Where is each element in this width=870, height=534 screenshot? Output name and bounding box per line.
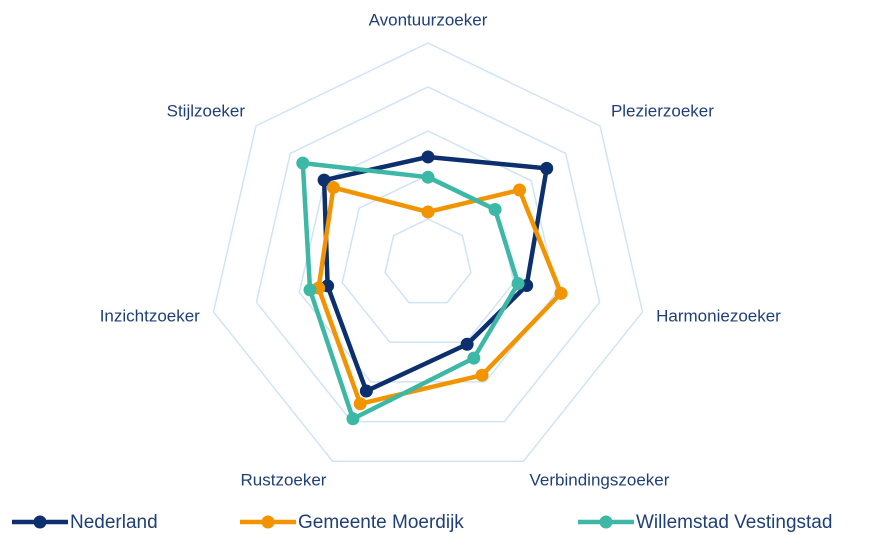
legend-label: Nederland <box>70 512 158 533</box>
axis-label: Verbindingszoeker <box>530 471 670 490</box>
data-point <box>554 286 568 300</box>
grid-ring <box>384 218 472 304</box>
axis-label: Rustzoeker <box>240 471 326 490</box>
grid-ring <box>255 86 601 423</box>
legend-marker <box>261 515 275 529</box>
data-point <box>513 183 527 197</box>
data-point <box>511 277 525 291</box>
data-point <box>475 368 489 382</box>
legend-label: Willemstad Vestingstad <box>636 512 832 533</box>
data-point <box>303 283 317 297</box>
series-line <box>300 160 521 422</box>
axis-label: Harmoniezoeker <box>656 306 781 325</box>
data-point <box>326 181 340 195</box>
series-line <box>316 185 564 406</box>
data-point <box>296 156 310 170</box>
series-line <box>321 154 549 394</box>
data-point <box>421 205 435 219</box>
axis-label: Stijlzoeker <box>167 102 246 121</box>
data-point <box>488 203 502 217</box>
data-point <box>421 170 435 184</box>
data-point <box>353 397 367 411</box>
grid-ring <box>212 42 644 462</box>
data-point <box>421 150 435 164</box>
grid-ring <box>341 174 515 344</box>
data-point <box>460 337 474 351</box>
axis-label: Avontuurzoeker <box>369 10 488 29</box>
legend-label: Gemeente Moerdijk <box>298 512 464 533</box>
data-point <box>317 173 331 187</box>
legend-marker <box>599 515 613 529</box>
data-point <box>359 384 373 398</box>
data-point <box>467 351 481 365</box>
legend-marker <box>33 515 47 529</box>
axis-label: Inzichtzoeker <box>100 306 200 325</box>
data-point <box>540 161 554 175</box>
data-point <box>346 412 360 426</box>
axis-label: Plezierzoeker <box>611 102 714 121</box>
